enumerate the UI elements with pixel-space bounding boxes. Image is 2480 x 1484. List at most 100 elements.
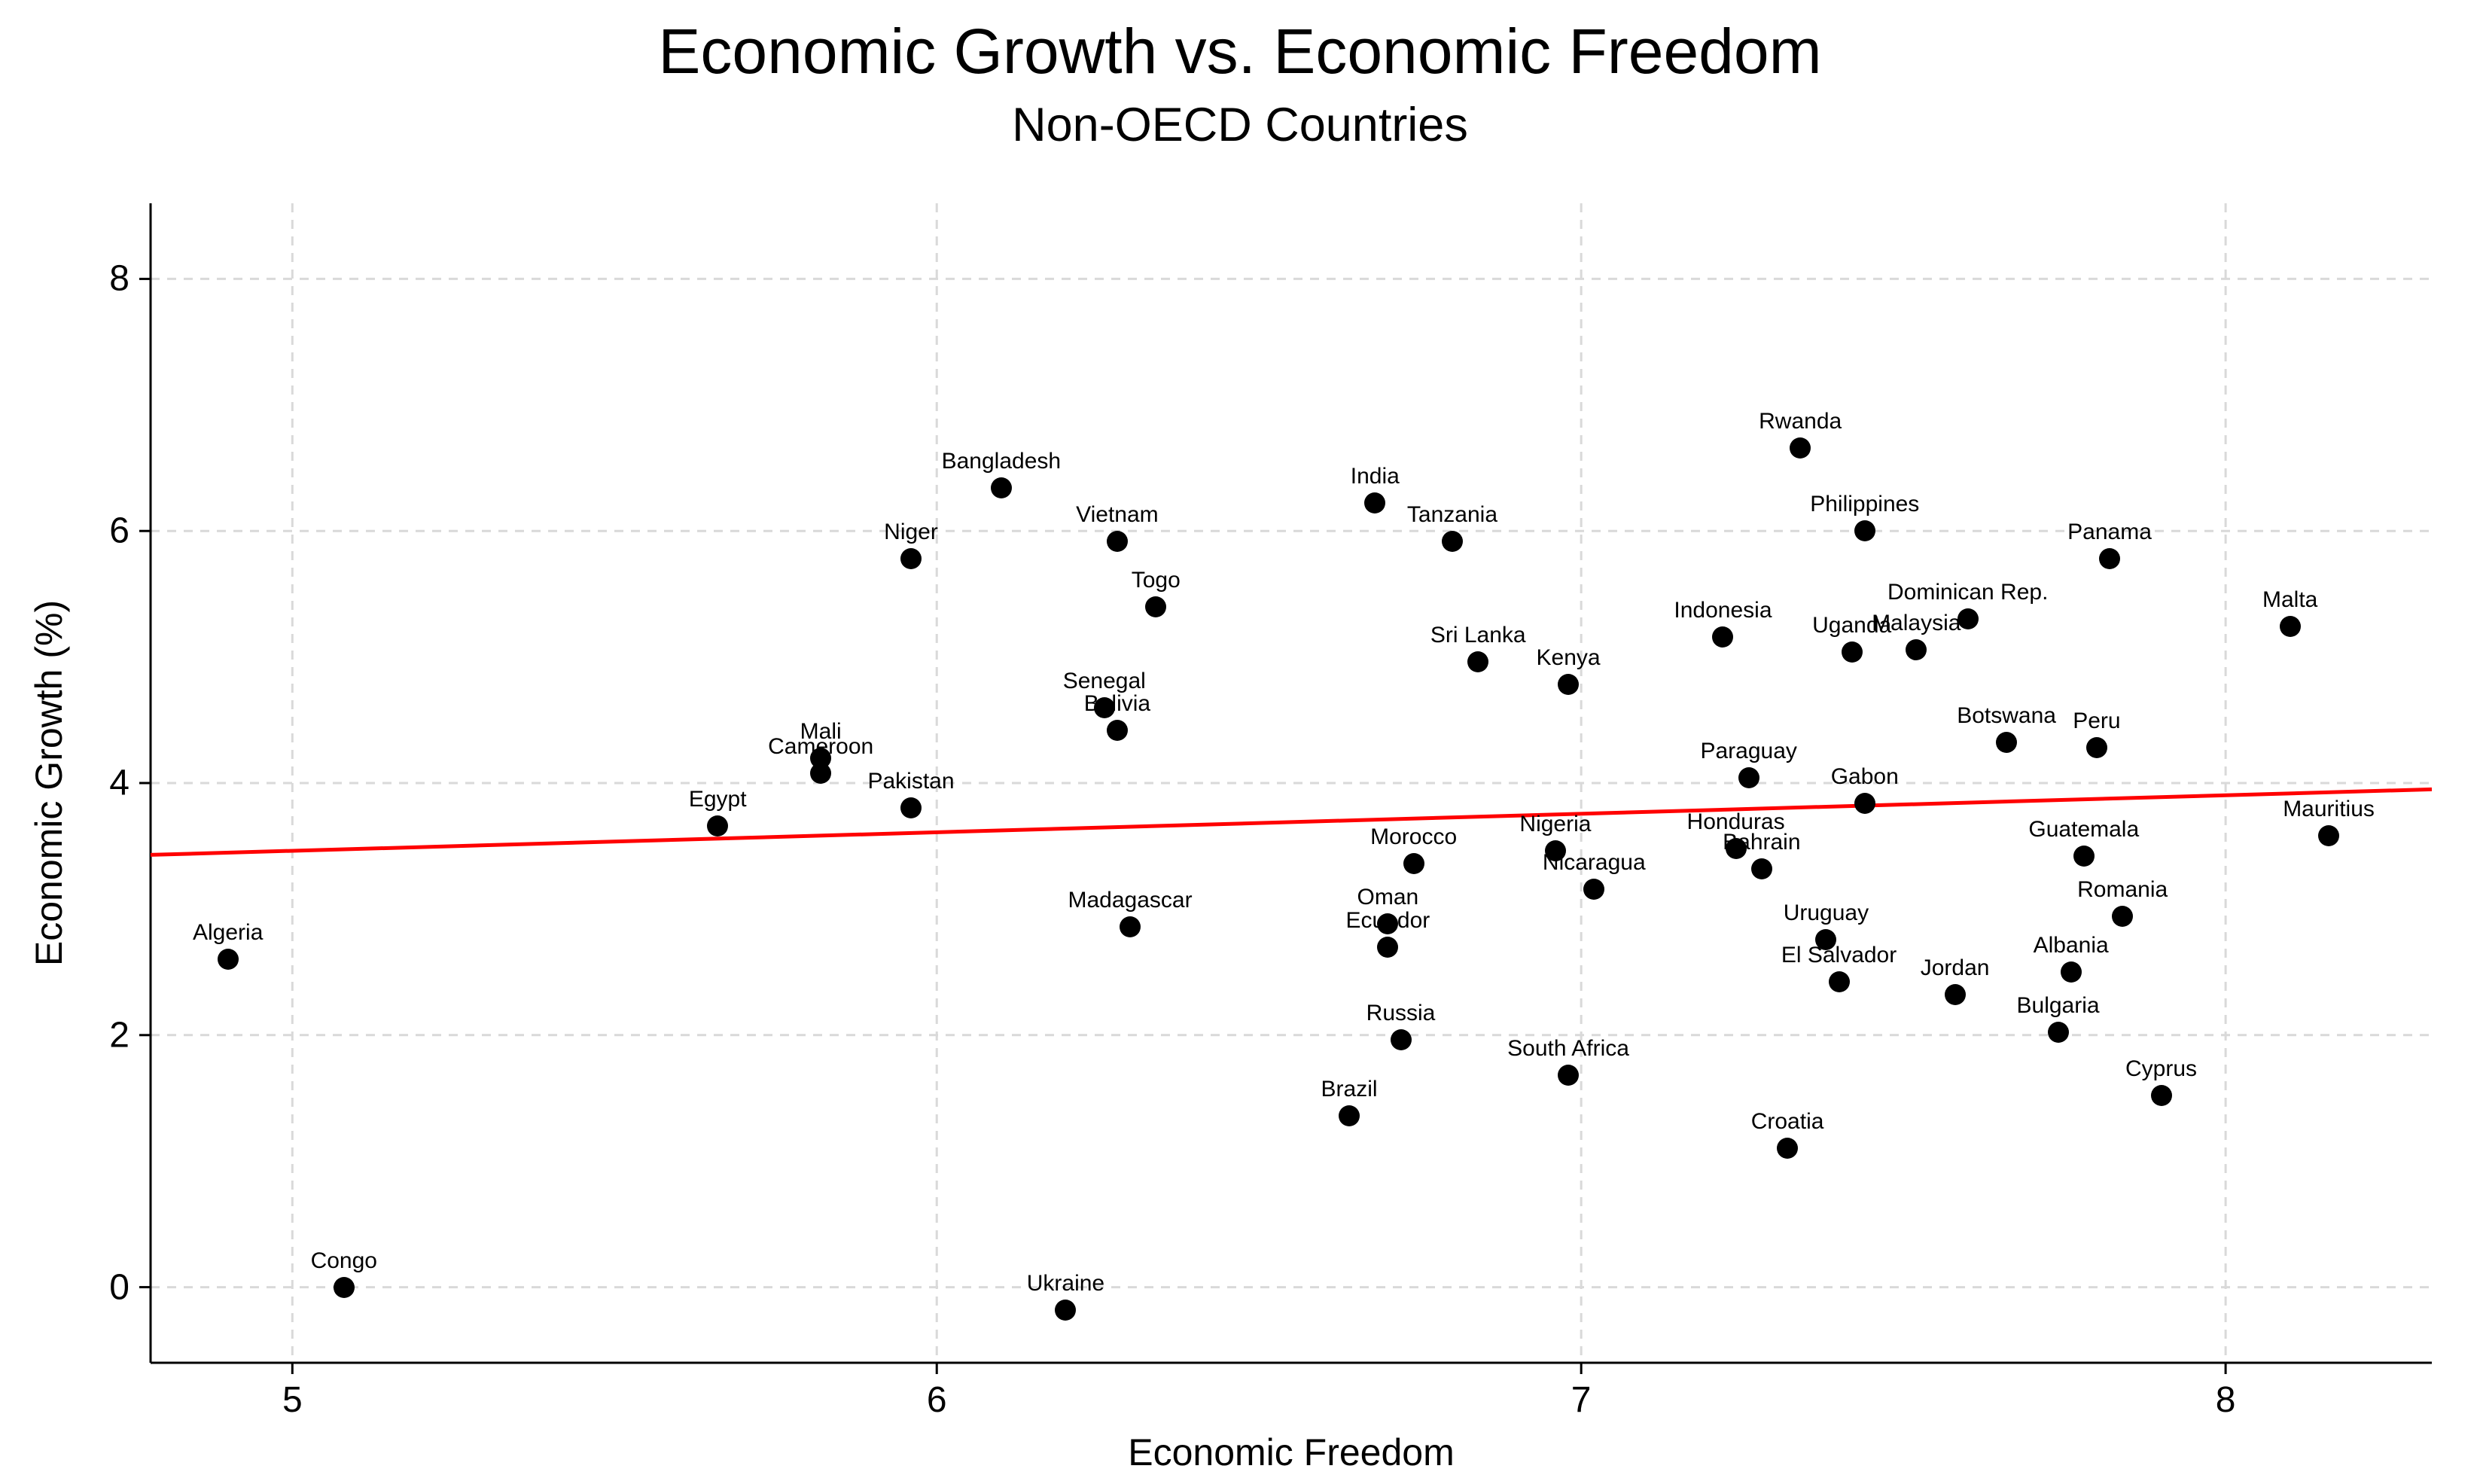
data-point [1790,437,1811,459]
data-point-label: Kenya [1537,645,1601,671]
data-point-label: Panama [2067,520,2152,545]
y-tick-label: 8 [109,258,129,300]
data-point [1854,520,1875,541]
data-point-label: Bolivia [1084,691,1150,717]
scatter-chart: Economic Growth vs. Economic Freedom Non… [0,0,2480,1484]
data-point [1442,531,1463,552]
data-point-label: Albania [2034,933,2109,958]
data-point-label: Cameroon [768,734,873,760]
data-point-label: Tanzania [1407,502,1497,528]
data-point [1558,1065,1579,1086]
data-point-label: Nigeria [1519,812,1591,837]
data-point-label: Botswana [1957,703,2056,729]
data-point-label: Malaysia [1872,611,1961,636]
data-point-label: Malta [2262,587,2317,613]
data-point [218,949,239,970]
data-point-label: Gabon [1831,764,1899,790]
data-point-label: Congo [311,1248,377,1274]
data-point [1712,626,1733,648]
data-point-label: Senegal [1063,669,1146,694]
x-tick-label: 7 [1571,1379,1592,1421]
data-point [1751,858,1772,879]
data-point [1996,732,2017,753]
data-point [1906,639,1927,660]
data-point [2318,825,2339,846]
data-point [1377,937,1398,958]
y-tick-label: 2 [109,1014,129,1056]
y-axis-label: Economic Growth (%) [27,600,71,966]
x-tick-label: 5 [282,1379,303,1421]
data-point [2061,961,2082,983]
data-point [900,797,922,818]
data-point-label: Madagascar [1068,888,1192,913]
data-point-label: Jordan [1921,955,1990,981]
data-point [1055,1300,1076,1321]
data-point [1842,641,1863,663]
data-point-label: Bangladesh [942,449,1061,474]
data-point-label: Rwanda [1759,409,1842,434]
data-point-label: Romania [2077,877,2168,903]
data-point [1854,793,1875,814]
data-point-label: Togo [1132,568,1181,593]
data-point-label: El Salvador [1781,943,1897,968]
y-tick-label: 4 [109,763,129,804]
data-point [1391,1029,1412,1050]
data-point-label: Indonesia [1674,598,1772,623]
data-point-label: Cyprus [2125,1056,2197,1082]
data-point [991,477,1012,498]
data-point [1364,492,1385,513]
data-point [1467,651,1488,672]
y-tick-label: 6 [109,510,129,552]
plot-area: AlgeriaCongoEgyptMaliCameroonNigerPakist… [151,203,2432,1363]
data-point [810,763,831,784]
x-tick-label: 6 [927,1379,947,1421]
data-point [1829,971,1850,992]
data-point [1583,879,1604,900]
x-tick-label: 8 [2216,1379,2236,1421]
data-point-label: Philippines [1810,492,1919,517]
data-point [900,548,922,569]
data-point [1738,767,1759,788]
data-point [2099,548,2120,569]
data-point [1145,596,1166,617]
data-point-label: Mauritius [2283,797,2375,822]
data-point-label: Ukraine [1027,1271,1104,1297]
data-point-label: Bulgaria [2017,993,2100,1019]
data-point-label: Nicaragua [1543,850,1646,876]
data-point-label: Morocco [1370,824,1457,850]
data-point-label: Russia [1366,1001,1436,1026]
data-point [1945,984,1966,1005]
data-point [2073,846,2095,867]
data-point-label: Paraguay [1700,739,1796,764]
data-point-label: Egypt [689,787,747,812]
x-axis-label: Economic Freedom [1128,1431,1455,1474]
plot-svg-layer [151,203,2432,1363]
data-point [2086,737,2107,758]
data-point-label: Dominican Rep. [1887,580,2048,605]
chart-title: Economic Growth vs. Economic Freedom [0,15,2480,88]
data-point [1120,916,1141,937]
data-point-label: South Africa [1507,1036,1629,1062]
data-point-label: Vietnam [1076,502,1159,528]
data-point-label: Brazil [1321,1077,1378,1102]
data-point [707,815,728,836]
data-point [2048,1022,2069,1043]
data-point [2151,1085,2172,1106]
data-point [1403,853,1424,874]
data-point-label: Croatia [1751,1109,1824,1135]
data-point [2280,616,2301,637]
data-point-label: Niger [884,520,938,545]
data-point-label: Guatemala [2028,817,2139,843]
data-point-label: Uruguay [1784,900,1869,926]
data-point-label: Oman [1357,885,1419,910]
data-point [1558,674,1579,695]
data-point-label: India [1351,464,1400,489]
data-point-label: Pakistan [867,769,954,794]
data-point [1777,1138,1798,1159]
chart-subtitle: Non-OECD Countries [0,98,2480,152]
data-point [1377,913,1398,934]
data-point [1957,608,1979,629]
data-point [2112,906,2133,927]
data-point-label: Sri Lanka [1430,623,1526,648]
data-point-label: Peru [2073,708,2120,734]
